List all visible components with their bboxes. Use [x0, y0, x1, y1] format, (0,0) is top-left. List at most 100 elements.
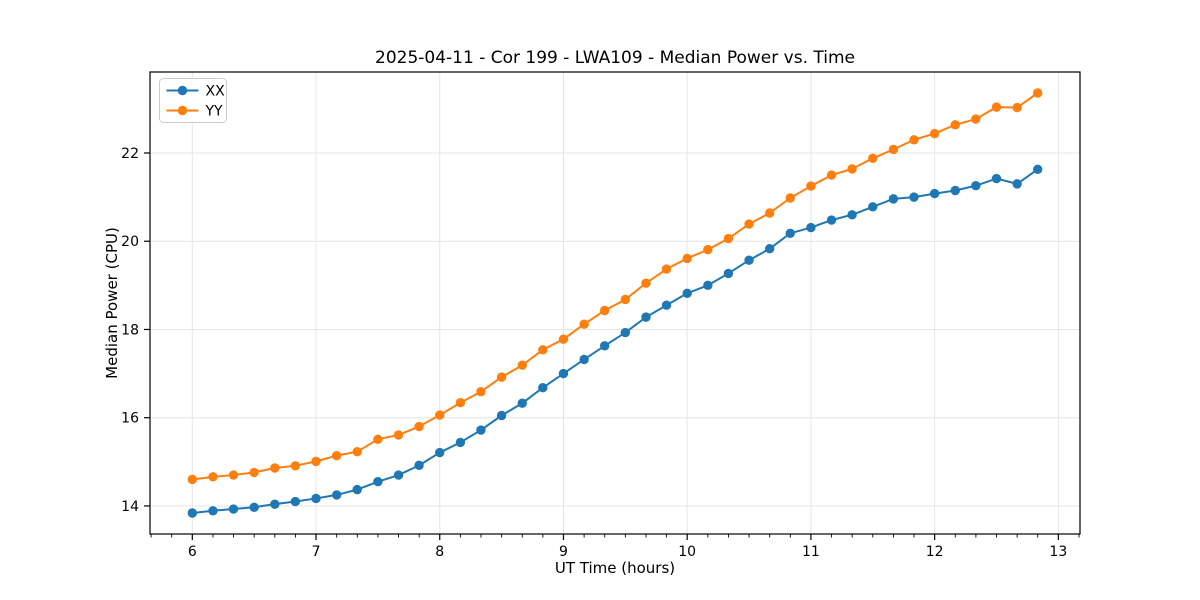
x-axis-label: UT Time (hours) [554, 559, 676, 577]
data-point-XX [228, 504, 239, 514]
data-point-YY [682, 253, 692, 264]
data-point-YY [971, 114, 981, 124]
x-tick-label: 6 [188, 544, 197, 560]
series-YY [187, 88, 1043, 485]
data-point-YY [703, 244, 713, 255]
data-point-YY [909, 135, 919, 145]
data-point-YY [826, 170, 837, 180]
y-tick-label: 18 [121, 322, 139, 338]
data-point-XX [661, 300, 672, 310]
data-point-XX [393, 470, 404, 480]
legend-label: YY [205, 104, 224, 120]
data-point-YY [888, 144, 899, 155]
x-tick-label: 11 [802, 544, 820, 560]
data-point-XX [476, 425, 486, 435]
data-point-XX [538, 383, 548, 393]
series-XX [187, 164, 1043, 518]
legend: XX YY [159, 78, 227, 123]
data-point-YY [373, 434, 383, 445]
data-point-YY [270, 463, 280, 473]
data-point-YY [331, 450, 342, 461]
data-point-XX [641, 312, 651, 322]
y-tick-label: 14 [121, 499, 139, 515]
tick-labels: 6 7 8 9 10 11 12 13 14 16 18 20 22 [121, 146, 1067, 560]
data-point-XX [270, 499, 280, 509]
data-point-XX [765, 244, 775, 254]
data-point-XX [208, 506, 218, 516]
data-point-XX [311, 493, 321, 504]
data-point-YY [579, 319, 589, 329]
data-point-XX [723, 268, 734, 279]
x-tick-label: 8 [435, 544, 444, 560]
legend-item-YY: YY [166, 104, 224, 120]
series-YY-line [191, 92, 1039, 481]
data-point-YY [455, 398, 466, 408]
data-point-XX [579, 354, 589, 365]
data-point-XX [971, 180, 981, 191]
data-point-YY [1012, 102, 1022, 113]
legend-label: XX [206, 84, 226, 100]
data-point-XX [599, 341, 610, 351]
data-point-YY [806, 181, 816, 191]
data-point-XX [785, 228, 795, 238]
y-tick-label: 20 [121, 234, 139, 250]
plot-border [149, 71, 1081, 535]
data-point-XX [909, 192, 919, 202]
data-point-XX [888, 194, 899, 204]
data-point-XX [414, 460, 424, 471]
data-point-YY [517, 360, 527, 370]
chart-title: 2025-04-11 - Cor 199 - LWA109 - Median P… [375, 48, 855, 68]
data-point-YY [641, 278, 651, 288]
data-point-YY [599, 305, 610, 316]
data-point-YY [187, 474, 198, 485]
data-point-YY [744, 219, 754, 229]
data-point-XX [455, 437, 466, 448]
legend-item-XX: XX [166, 84, 226, 100]
data-point-YY [352, 446, 362, 457]
legend-marker [177, 105, 188, 116]
data-point-YY [228, 470, 239, 480]
data-point-XX [950, 185, 960, 196]
data-point-YY [558, 334, 569, 344]
data-point-XX [991, 173, 1002, 184]
data-point-YY [765, 208, 775, 218]
data-point-XX [826, 215, 837, 225]
data-point-YY [290, 461, 301, 471]
data-point-XX [806, 222, 816, 233]
data-point-XX [352, 484, 362, 495]
data-point-YY [249, 467, 259, 478]
x-tick-label: 7 [312, 544, 321, 560]
data-point-XX [517, 398, 527, 408]
x-tick-label: 13 [1049, 544, 1067, 560]
legend-marker [177, 85, 188, 96]
axes-ticks [144, 152, 1080, 540]
data-point-XX [744, 255, 754, 265]
data-point-YY [785, 193, 795, 203]
data-point-XX [620, 327, 631, 338]
data-point-YY [620, 294, 631, 305]
data-point-XX [682, 288, 692, 298]
data-point-XX [847, 210, 857, 220]
y-tick-label: 16 [121, 411, 139, 427]
data-point-XX [249, 502, 259, 512]
data-point-YY [1032, 88, 1043, 98]
data-point-YY [496, 372, 507, 382]
data-point-YY [661, 264, 672, 274]
data-point-YY [847, 164, 857, 174]
data-point-YY [950, 120, 960, 130]
grid [150, 72, 1080, 534]
data-point-YY [723, 233, 734, 244]
data-point-YY [414, 421, 424, 432]
data-point-YY [929, 128, 940, 139]
data-point-XX [558, 368, 569, 379]
data-point-YY [435, 410, 445, 420]
data-point-XX [1012, 179, 1022, 189]
data-point-XX [703, 280, 713, 291]
x-tick-label: 12 [926, 544, 944, 560]
data-point-YY [538, 345, 548, 355]
data-point-XX [868, 202, 878, 212]
data-point-XX [435, 447, 445, 458]
y-tick-label: 22 [121, 146, 139, 162]
data-point-XX [929, 188, 940, 199]
